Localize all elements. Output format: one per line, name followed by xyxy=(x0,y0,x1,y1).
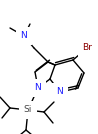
Text: N: N xyxy=(35,83,41,92)
Text: N: N xyxy=(57,88,63,96)
Text: N: N xyxy=(21,31,27,40)
Text: Br: Br xyxy=(82,44,92,53)
Text: Si: Si xyxy=(24,105,32,114)
